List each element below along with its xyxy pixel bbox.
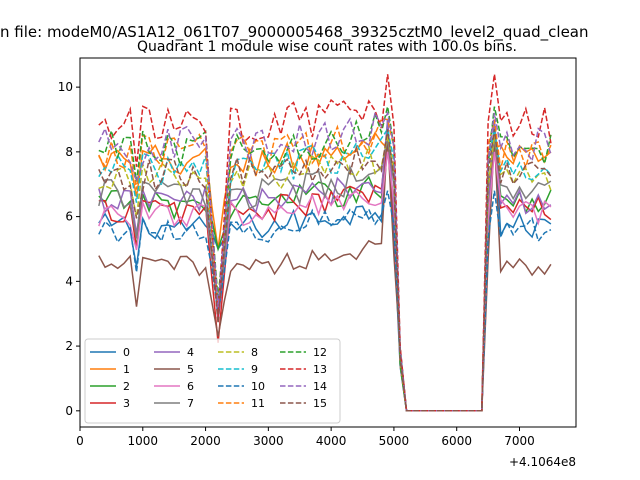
x-tick-label: 0 <box>76 434 84 448</box>
x-tick-label: 2000 <box>190 434 221 448</box>
chart-title: Quadrant 1 module wise count rates with … <box>137 39 517 55</box>
legend-label-3: 3 <box>123 397 130 410</box>
legend-label-4: 4 <box>187 346 194 359</box>
x-axis-offset-label: +4.1064e8 <box>509 455 576 469</box>
y-tick-label: 4 <box>65 274 73 288</box>
x-tick-label: 7000 <box>504 434 535 448</box>
y-axis: 0 2 4 6 8 10 <box>58 80 80 418</box>
y-tick-label: 10 <box>58 80 73 94</box>
legend-label-7: 7 <box>187 397 194 410</box>
legend-label-13: 13 <box>313 363 327 376</box>
legend-label-2: 2 <box>123 380 130 393</box>
x-tick-label: 1000 <box>128 434 159 448</box>
series-layer <box>98 74 552 412</box>
series-line-14 <box>98 110 552 412</box>
axes-frame <box>79 57 577 428</box>
legend-label-14: 14 <box>313 380 327 393</box>
figure-suptitle: n file: modeM0/AS1A12_061T07_9000005468_… <box>0 23 589 42</box>
legend-frame <box>84 338 341 424</box>
y-tick-label: 8 <box>65 145 73 159</box>
x-tick-label: 4000 <box>316 434 347 448</box>
legend-label-8: 8 <box>251 346 258 359</box>
legend-label-1: 1 <box>123 363 130 376</box>
legend-label-9: 9 <box>251 363 258 376</box>
y-tick-label: 0 <box>65 404 73 418</box>
series-line-13 <box>98 74 552 412</box>
legend-label-12: 12 <box>313 346 327 359</box>
x-tick-label: 3000 <box>253 434 284 448</box>
y-tick-label: 6 <box>65 210 73 224</box>
plot-area <box>79 57 577 428</box>
legend-label-10: 10 <box>251 380 265 393</box>
x-tick-label: 5000 <box>379 434 410 448</box>
legend-label-0: 0 <box>123 346 130 359</box>
y-tick-label: 2 <box>65 339 73 353</box>
legend-label-11: 11 <box>251 397 265 410</box>
x-axis: 0 1000 2000 3000 4000 5000 6000 7000 <box>76 427 535 448</box>
legend-label-5: 5 <box>187 363 194 376</box>
legend-label-6: 6 <box>187 380 194 393</box>
x-tick-label: 6000 <box>441 434 472 448</box>
legend-label-15: 15 <box>313 397 327 410</box>
